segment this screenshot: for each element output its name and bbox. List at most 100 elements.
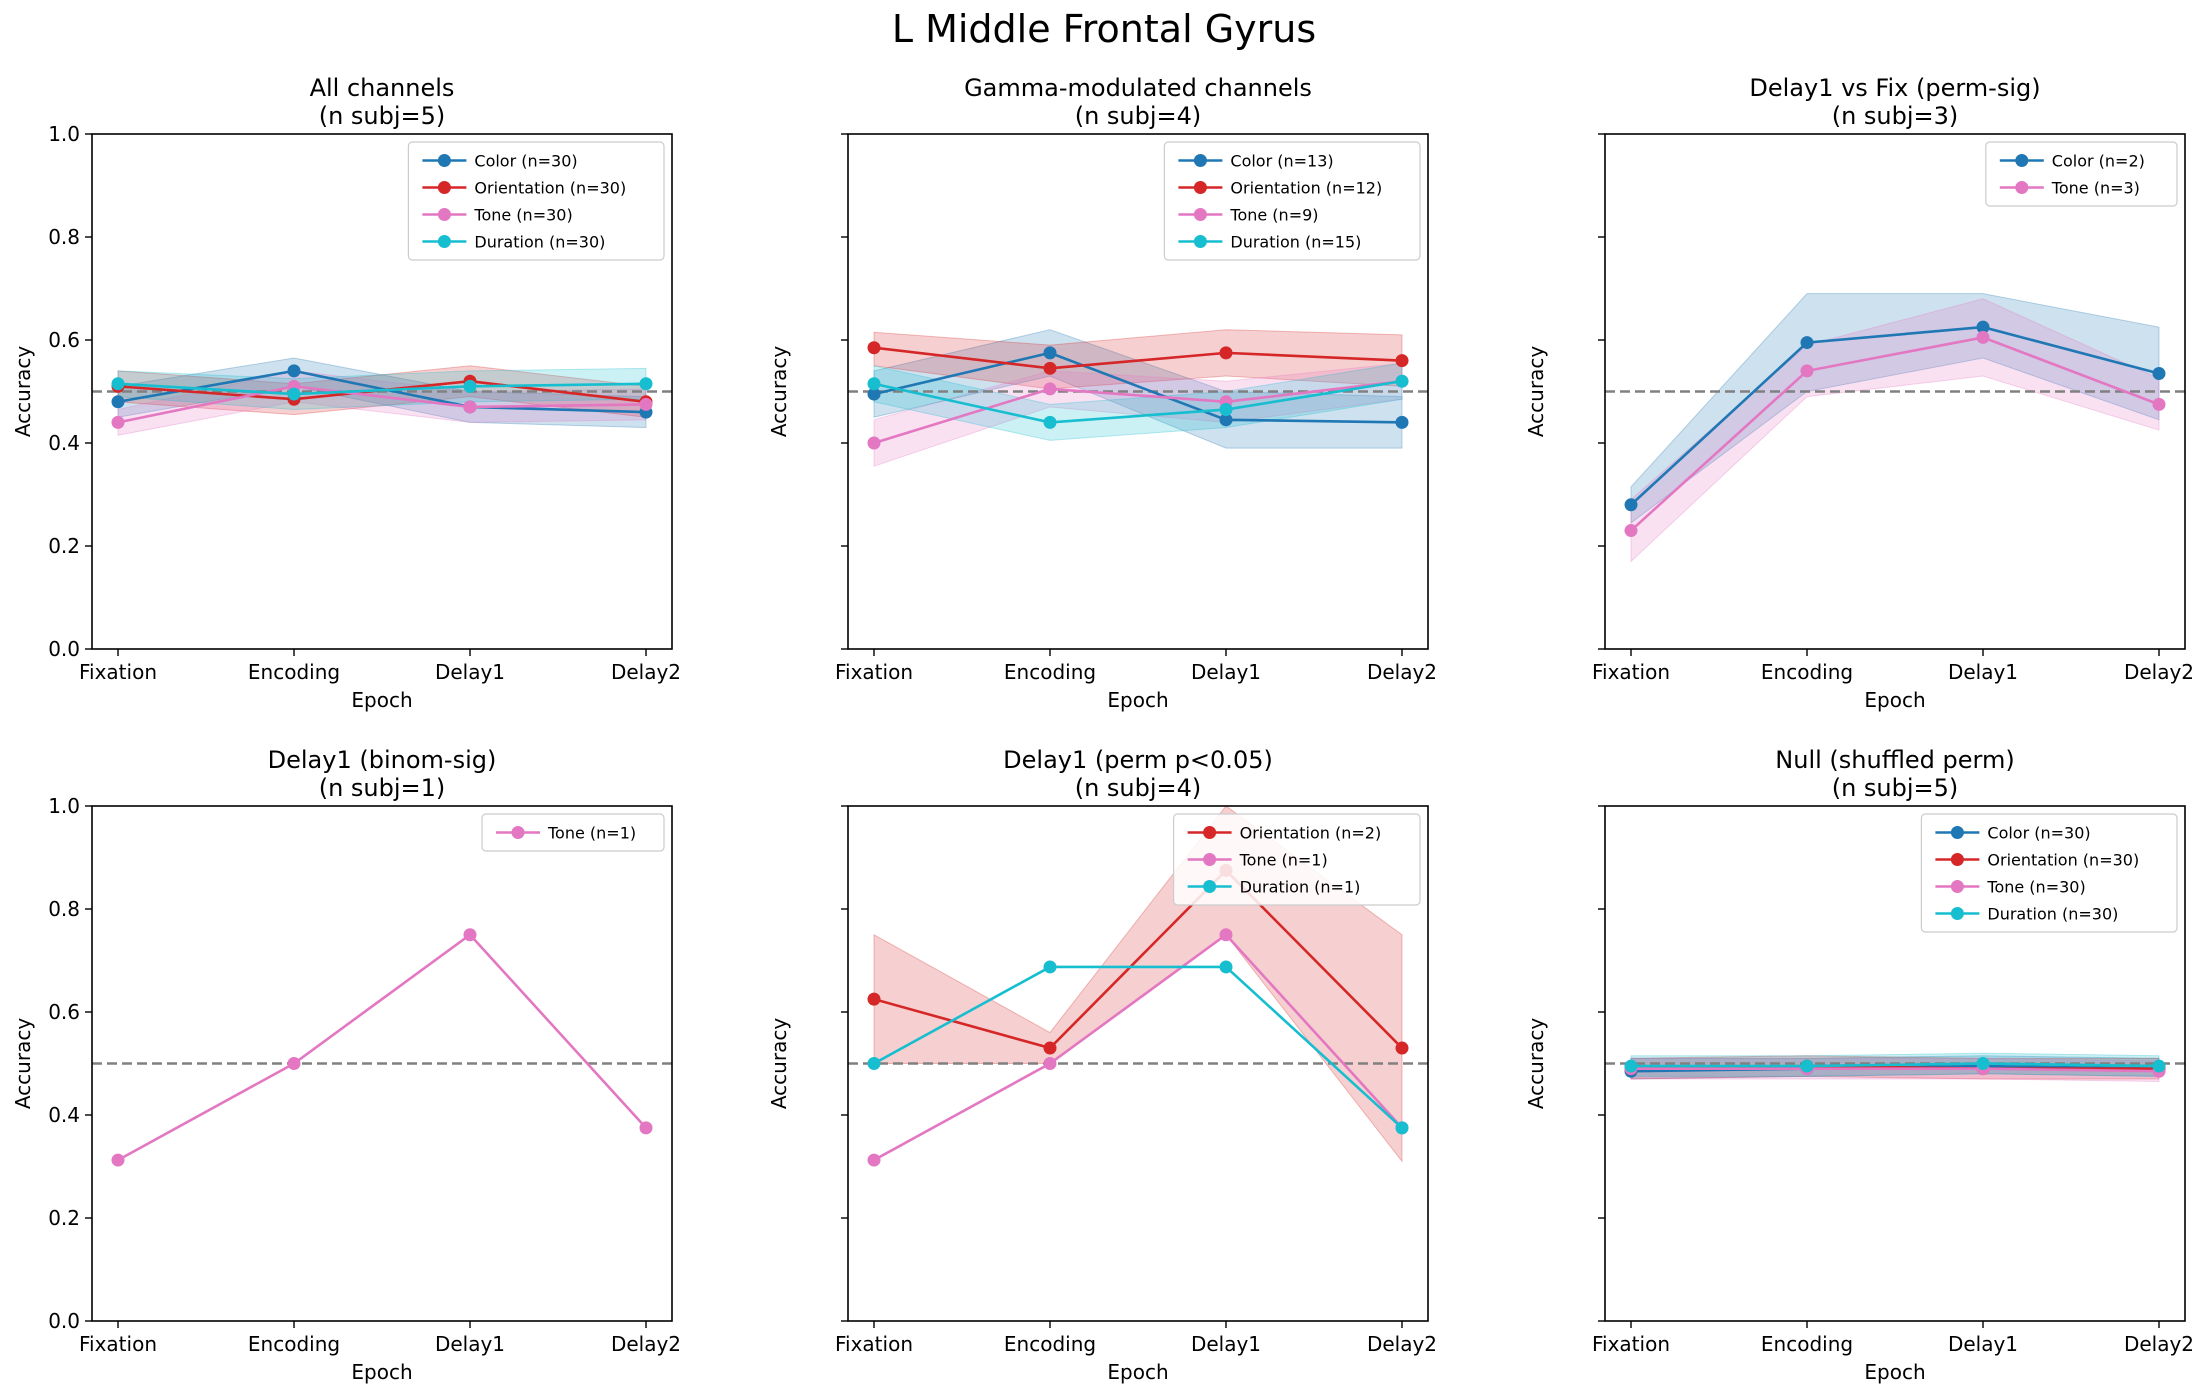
data-point [111, 415, 125, 429]
legend-marker [511, 826, 525, 839]
x-tick-label: Encoding [248, 660, 340, 684]
data-point [463, 928, 477, 942]
chart-title: (n subj=4) [1075, 774, 1202, 802]
y-tick-label: 0.2 [48, 1206, 80, 1230]
legend-marker [1950, 880, 1964, 893]
data-point [1219, 960, 1233, 974]
y-tick-label: 0.4 [48, 1103, 80, 1127]
data-point [867, 992, 881, 1006]
x-tick-label: Fixation [1592, 1332, 1670, 1356]
legend: Orientation (n=2) Tone (n=1) Duration (n=1… [1172, 813, 1421, 906]
chart-panel-6: Null (shuffled perm)(n subj=5) Fixation En… [1524, 746, 2194, 1384]
data-point [1043, 415, 1057, 429]
y-tick-label: 0.8 [48, 897, 80, 921]
axes-frame [91, 805, 673, 1322]
legend-marker [1193, 235, 1207, 248]
legend-box [1172, 813, 1421, 906]
series-line [117, 933, 647, 1162]
y-axis-label: Accuracy [767, 346, 791, 437]
series-line [117, 385, 647, 424]
legend-label: Tone (n=30) [473, 206, 572, 225]
chart-panel-3: Delay1 vs Fix (perm-sig)(n subj=3) Fixati… [1524, 74, 2194, 712]
legend-marker [437, 181, 451, 194]
legend-label: Tone (n=1) [1239, 851, 1328, 870]
data-point [1395, 1121, 1409, 1135]
series-line [1631, 1067, 2160, 1073]
data-point [639, 397, 653, 411]
x-tick-label: Delay1 [1191, 1332, 1261, 1356]
y-tick-label: 0.0 [48, 1309, 80, 1333]
x-tick-label: Delay1 [435, 660, 505, 684]
data-point [1800, 1059, 1814, 1073]
legend: Tone (n=1) [481, 813, 665, 852]
legend-marker [1950, 826, 1964, 839]
y-axis-label: Accuracy [1524, 346, 1548, 437]
series-line [873, 965, 1403, 1129]
legend-marker [1203, 853, 1217, 866]
legend-label: Color (n=2) [2052, 152, 2145, 171]
x-tick-label: Delay2 [1367, 660, 1437, 684]
y-axis-label: Accuracy [1524, 1018, 1548, 1109]
series-line [873, 379, 1403, 424]
legend: Color (n=30) Orientation (n=30) Tone (n=30… [1920, 813, 2178, 933]
series-line [117, 382, 647, 396]
series-line [873, 868, 1403, 1050]
y-tick-label: 0.6 [48, 328, 80, 352]
ci-band [1630, 298, 2160, 563]
chart-title: Delay1 (perm p<0.05) [1003, 746, 1273, 774]
data-point [111, 1153, 125, 1167]
legend-label: Duration (n=30) [474, 233, 605, 252]
axes-frame [1604, 805, 2186, 1322]
legend-label: Orientation (n=30) [474, 179, 626, 198]
legend-label: Color (n=30) [474, 152, 577, 171]
x-tick-label: Delay2 [2124, 1332, 2194, 1356]
data-point [1624, 498, 1638, 512]
x-tick-label: Fixation [835, 1332, 913, 1356]
x-tick-label: Encoding [248, 1332, 340, 1356]
data-point [867, 1153, 881, 1167]
legend: Color (n=13) Orientation (n=12) Tone (n=9)… [1163, 141, 1421, 261]
x-tick-label: Fixation [79, 660, 157, 684]
legend-marker [437, 154, 451, 167]
data-point [1395, 1041, 1409, 1055]
legend-marker [2015, 154, 2029, 167]
data-point [111, 395, 125, 409]
legend-box [1985, 141, 2178, 207]
chart-title: All channels [310, 74, 455, 102]
data-point [463, 400, 477, 414]
legend-box [1920, 813, 2178, 933]
chart-title: (n subj=3) [1832, 102, 1959, 130]
data-point [1043, 361, 1057, 375]
axes-frame [847, 133, 1429, 650]
legend-marker [1950, 907, 1964, 920]
legend-marker [1193, 208, 1207, 221]
x-axis-label: Epoch [351, 1360, 412, 1384]
legend-label: Orientation (n=12) [1230, 179, 1382, 198]
chart-title: Null (shuffled perm) [1775, 746, 2014, 774]
legend-label: Color (n=30) [1987, 824, 2090, 843]
chart-title: (n subj=1) [319, 774, 446, 802]
legend-marker [1193, 181, 1207, 194]
x-tick-label: Fixation [835, 660, 913, 684]
x-axis-label: Epoch [1107, 1360, 1168, 1384]
series-line [1630, 325, 2160, 506]
data-point [1624, 1059, 1638, 1073]
data-point [1395, 415, 1409, 429]
legend-marker [2015, 181, 2029, 194]
legend-label: Orientation (n=30) [1987, 851, 2139, 870]
x-axis-label: Epoch [1107, 688, 1168, 712]
data-point [1624, 524, 1638, 538]
chart-panel-4: Delay1 (binom-sig)(n subj=1) 0.0 0.2 0.4 0.6… [11, 746, 681, 1384]
x-tick-label: Delay2 [611, 660, 681, 684]
data-point [287, 1057, 301, 1070]
y-axis-label: Accuracy [11, 346, 35, 437]
x-axis-label: Epoch [351, 688, 412, 712]
data-point [1800, 336, 1814, 350]
data-point [639, 377, 653, 391]
legend-label: Tone (n=1) [547, 824, 636, 843]
x-tick-label: Delay1 [435, 1332, 505, 1356]
legend-label: Orientation (n=2) [1240, 824, 1382, 843]
legend-marker [1203, 826, 1217, 839]
data-point [867, 436, 881, 450]
